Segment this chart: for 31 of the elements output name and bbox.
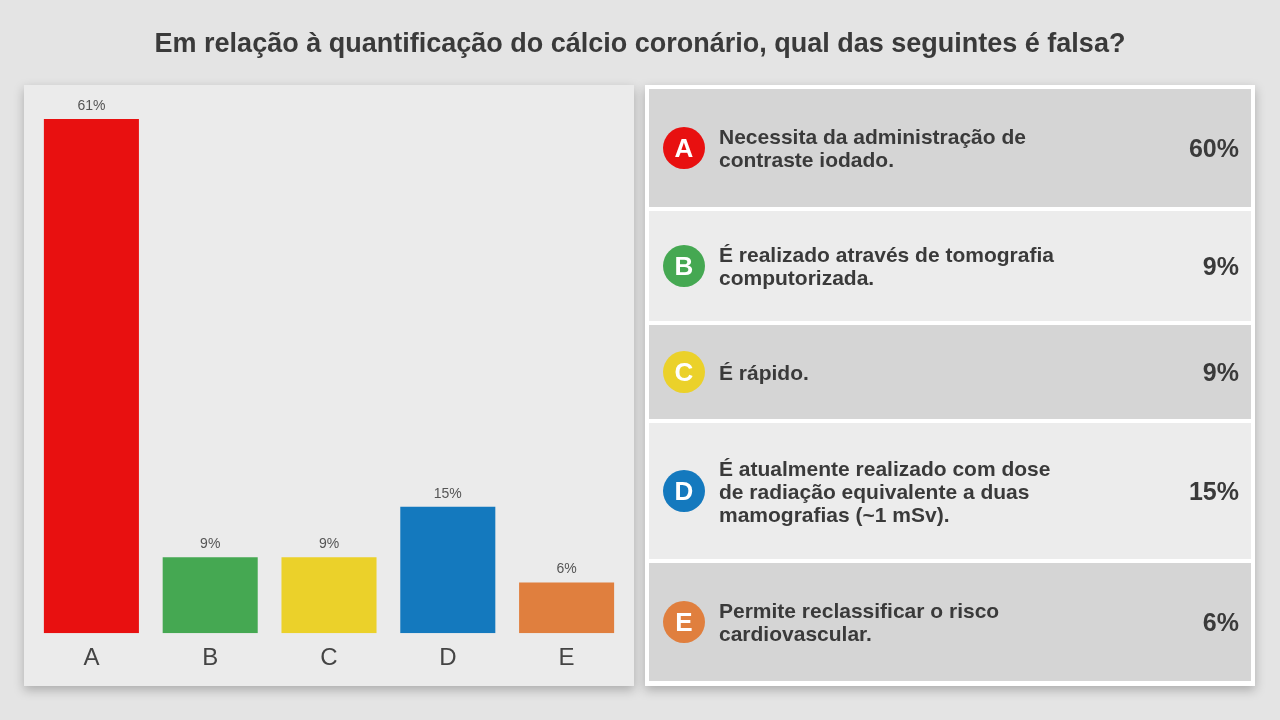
x-tick-label: E [558,643,575,671]
data-label: 6% [1202,607,1239,637]
bar [43,119,139,634]
x-tick-label: A [83,643,100,671]
letter-badge: E [663,601,705,643]
x-tick-label: B [202,643,219,671]
data-label: 15% [433,484,462,501]
text: Necessita da administração de contraste iodado. [719,125,1027,171]
data-label: 9% [1202,357,1239,387]
bar [162,557,258,634]
text: É realizado através de tomografia computorizada. [719,243,1055,289]
data-label: 60% [1188,133,1239,163]
bar [519,582,615,634]
text: Permite reclassificar o risco cardiovascular. [719,599,1001,645]
chart-title: Em relação à quantificação do cálcio coronário, qual das seguintes é falsa? [153,28,1127,59]
bar [281,557,377,634]
letter-badge: B [663,245,705,287]
bar [400,506,496,634]
data-label: 9% [1202,251,1239,281]
text: É rápido. [719,360,810,384]
letter-badge: D [663,470,705,512]
text: É atualmente realizado com dose de radiação equivalente a duas mamografias (~1 mSv). [719,456,1052,526]
data-label: 15% [1188,476,1239,506]
data-label: 61% [77,96,106,113]
letter-badge: C [663,351,705,393]
x-tick-label: C [320,643,338,671]
data-label: 6% [556,560,577,577]
data-label: 9% [318,535,340,552]
x-tick-label: D [439,643,457,671]
data-label: 9% [200,535,221,552]
letter-badge: A [663,127,705,169]
